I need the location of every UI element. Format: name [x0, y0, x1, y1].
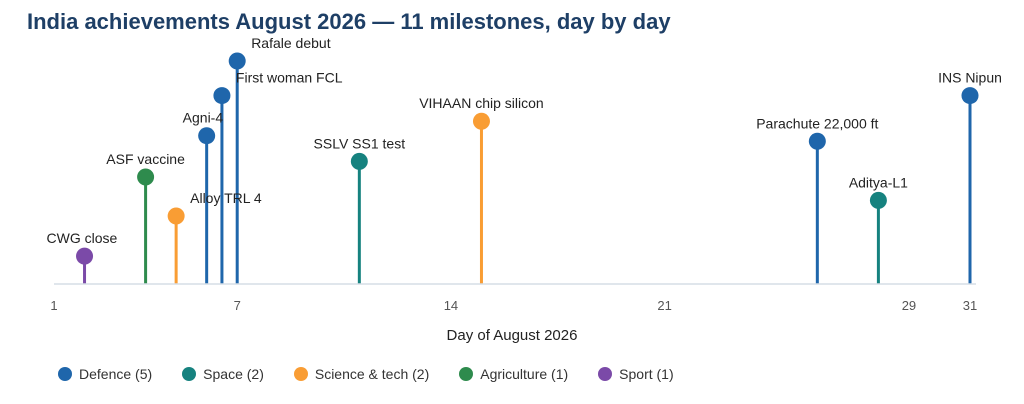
- lollipop-marker[interactable]: [228, 52, 246, 70]
- lollipop-label: VIHAAN chip silicon: [419, 95, 544, 111]
- labels-layer: CWG close ASF vaccine Alloy TRL 4 Agni-4 Fir…: [47, 35, 1002, 246]
- legend-label: Science & tech (2): [314, 366, 430, 382]
- lollipop-label: Parachute 22,000 ft: [756, 115, 878, 131]
- lollipop-label: CWG close: [47, 230, 118, 246]
- lollipop-label: First woman FCL: [236, 70, 343, 86]
- lollipop-label: INS Nipun: [938, 70, 1002, 86]
- legend-swatch: [459, 367, 474, 381]
- legend-swatch: [58, 367, 72, 381]
- lollipop-marker[interactable]: [869, 191, 887, 209]
- legend-item[interactable]: Science & tech (2): [293, 366, 430, 382]
- lollipop-label: SSLV SS1 test: [314, 135, 406, 151]
- legend-label: Space (2): [203, 366, 264, 382]
- legend-item[interactable]: Space (2): [182, 366, 264, 382]
- x-tick-label: 29: [902, 298, 916, 313]
- lollipop-marker[interactable]: [198, 127, 216, 145]
- lollipop-label: Aditya-L1: [849, 174, 908, 190]
- lollipop-marker[interactable]: [961, 87, 979, 105]
- legend-swatch: [598, 367, 613, 381]
- legend-label: Agriculture (1): [480, 366, 569, 382]
- lollipop-label: Alloy TRL 4: [190, 190, 262, 206]
- legend-item[interactable]: Defence (5): [58, 366, 152, 382]
- lollipop-marker[interactable]: [137, 168, 155, 186]
- x-tick-label: 14: [444, 298, 458, 313]
- lollipop-marker[interactable]: [213, 87, 231, 105]
- x-tick-label: 7: [234, 298, 241, 313]
- lollipop-marker[interactable]: [350, 152, 368, 170]
- x-tick-label: 1: [50, 298, 57, 313]
- lollipop-marker[interactable]: [472, 112, 490, 130]
- lollipop-label: ASF vaccine: [106, 151, 185, 167]
- legend: Defence (5) Space (2) Science & tech (2) Ag…: [58, 366, 704, 382]
- x-axis-label: Day of August 2026: [447, 327, 578, 344]
- lollipop-marker[interactable]: [808, 132, 826, 150]
- lollipop-marker[interactable]: [76, 247, 94, 265]
- stems-layer: [83, 61, 972, 284]
- x-tick-label: 31: [963, 298, 977, 313]
- legend-item[interactable]: Sport (1): [598, 366, 674, 382]
- heads-layer: [76, 52, 979, 265]
- chart-title: India achievements August 2026 — 11 mile…: [27, 9, 671, 34]
- x-axis-ticks: 1 7 14 21 29 31: [50, 298, 977, 313]
- lollipop-marker[interactable]: [167, 207, 185, 225]
- x-tick-label: 21: [657, 298, 671, 313]
- lollipop-label: Rafale debut: [251, 35, 331, 51]
- legend-swatch: [293, 367, 308, 381]
- lollipop-label: Agni-4: [183, 110, 224, 126]
- legend-label: Sport (1): [619, 366, 674, 382]
- legend-label: Defence (5): [79, 366, 153, 382]
- legend-item[interactable]: Agriculture (1): [459, 366, 568, 382]
- legend-swatch: [182, 367, 197, 381]
